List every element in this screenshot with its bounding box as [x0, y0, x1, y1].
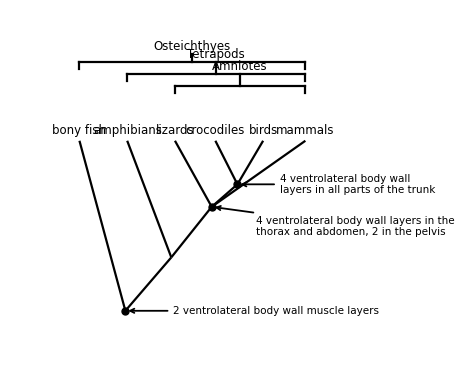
Text: bony fish: bony fish: [53, 123, 107, 137]
Text: crocodiles: crocodiles: [186, 123, 245, 137]
Text: Tetrapods: Tetrapods: [187, 48, 245, 61]
Text: Osteichthyes: Osteichthyes: [154, 39, 231, 53]
Text: birds: birds: [248, 123, 278, 137]
Text: Amniotes: Amniotes: [212, 60, 268, 73]
Text: 4 ventrolateral body wall
layers in all parts of the trunk: 4 ventrolateral body wall layers in all …: [242, 173, 435, 195]
Text: amphibians: amphibians: [93, 123, 162, 137]
Text: mammals: mammals: [276, 123, 335, 137]
Text: lizards: lizards: [155, 123, 194, 137]
Text: 2 ventrolateral body wall muscle layers: 2 ventrolateral body wall muscle layers: [130, 306, 379, 316]
Text: 4 ventrolateral body wall layers in the
thorax and abdomen, 2 in the pelvis: 4 ventrolateral body wall layers in the …: [217, 206, 455, 237]
